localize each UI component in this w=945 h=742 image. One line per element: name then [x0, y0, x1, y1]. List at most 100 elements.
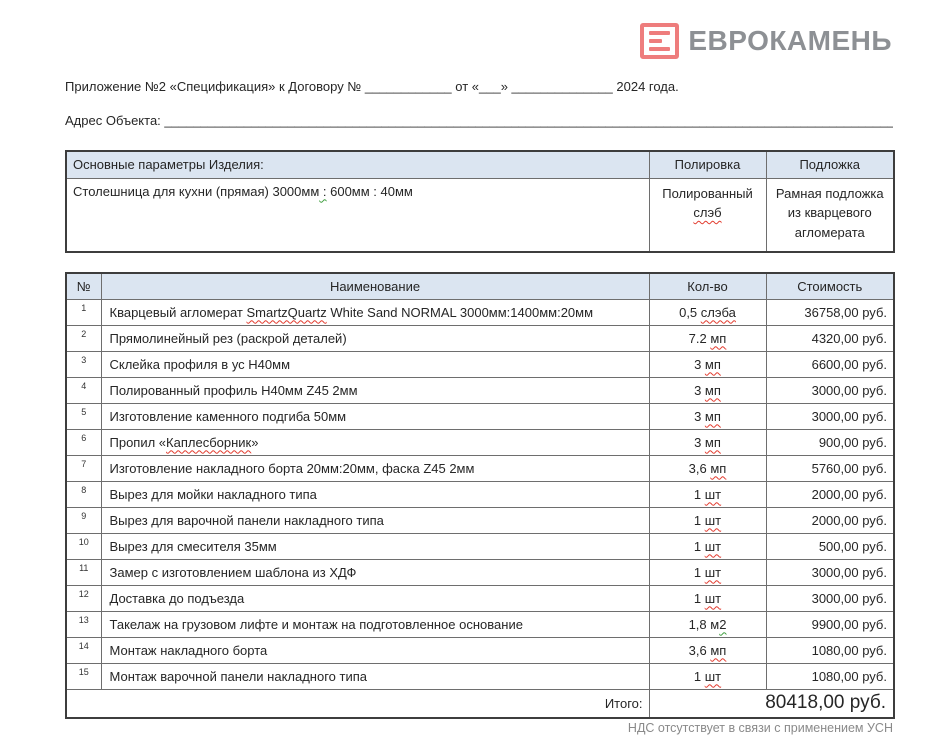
total-value-cell: 80418,00 руб.	[648, 688, 895, 719]
text-segment: 1	[693, 564, 705, 580]
table-row: 8 Вырез для мойки накладного типа 1 шт 2000…	[65, 480, 895, 508]
item-number-cell: 1	[65, 298, 102, 326]
item-quantity-cell: 1 шт	[648, 532, 767, 560]
item-number-cell: 14	[65, 636, 102, 664]
spellcheck-marked-text: Каплесборник	[166, 434, 252, 450]
items-cost-table: № Наименование Кол-во Стоимость 1 Кварцев…	[65, 272, 895, 719]
product-row: Столешница для кухни (прямая) 3000мм : 6…	[65, 177, 895, 253]
spellcheck-marked-text: мп	[704, 408, 721, 424]
table-row: 1 Кварцевый агломерат SmartzQuartz White …	[65, 298, 895, 326]
item-quantity-cell: 1 шт	[648, 558, 767, 586]
item-number-cell: 7	[65, 454, 102, 482]
item-number-cell: 2	[65, 324, 102, 352]
text-segment: Изготовление накладного борта 20мм:20мм,…	[109, 460, 475, 476]
text-segment: 3	[694, 356, 705, 372]
item-number-cell: 6	[65, 428, 102, 456]
item-name-cell: Вырез для мойки накладного типа	[100, 480, 650, 508]
address-label: Адрес Объекта:	[65, 113, 165, 128]
spellcheck-marked-text: шт	[704, 512, 722, 528]
item-cost-cell: 2000,00 руб.	[765, 480, 895, 508]
item-cost-cell: 900,00 руб.	[765, 428, 895, 456]
item-name-cell: Замер с изготовлением шаблона из ХДФ	[100, 558, 650, 586]
item-quantity-cell: 3 мп	[648, 376, 767, 404]
table-row: 12 Доставка до подъезда 1 шт 3000,00 руб.	[65, 584, 895, 612]
logo-bar	[649, 39, 662, 43]
text-segment: 1	[693, 512, 705, 528]
object-address-line: Адрес Объекта: _________________________…	[65, 113, 893, 128]
spellcheck-marked-text: 2	[719, 616, 727, 632]
vat-footnote: НДС отсутствует в связи с применением УС…	[627, 721, 893, 735]
item-quantity-cell: 1 шт	[648, 584, 767, 612]
item-quantity-cell: 3 мп	[648, 428, 767, 456]
item-quantity-cell: 1 шт	[648, 506, 767, 534]
product-backing-cell: Рамная подложка из кварцевого агломерата	[765, 177, 895, 253]
col-header-cost: Стоимость	[765, 272, 895, 300]
backing-header-cell: Подложка	[765, 150, 895, 179]
text-segment: Изготовление каменного подгиба 50мм	[109, 408, 347, 424]
item-quantity-cell: 3 мп	[648, 402, 767, 430]
col-header-name: Наименование	[100, 272, 650, 300]
text-segment: Кварцевый агломерат	[109, 304, 247, 320]
spellcheck-marked-text: мп	[710, 460, 727, 476]
item-name-cell: Вырез для смесителя 35мм	[100, 532, 650, 560]
text-segment: 0,5	[679, 304, 701, 320]
product-table-header-row: Основные параметры Изделия: Полировка По…	[65, 150, 895, 179]
text-segment: Доставка до подъезда	[109, 590, 245, 606]
item-name-cell: Доставка до подъезда	[100, 584, 650, 612]
item-cost-cell: 9900,00 руб.	[765, 610, 895, 638]
spellcheck-marked-text: :	[319, 183, 327, 199]
item-number-cell: 5	[65, 402, 102, 430]
text-segment: Монтаж варочной панели накладного типа	[109, 668, 368, 684]
item-cost-cell: 36758,00 руб.	[765, 298, 895, 326]
text-segment: Прямолинейный рез (раскрой деталей)	[109, 330, 347, 346]
text-segment: Склейка профиля в ус Н40мм	[109, 356, 291, 372]
item-number-cell: 3	[65, 350, 102, 378]
spellcheck-marked-text: SmartzQuartz	[246, 304, 327, 320]
text-segment: 3,6	[688, 460, 711, 476]
item-cost-cell: 6600,00 руб.	[765, 350, 895, 378]
logo-bar	[649, 47, 671, 51]
items-table-header-row: № Наименование Кол-во Стоимость	[65, 272, 895, 300]
item-number-cell: 11	[65, 558, 102, 586]
logo-bar	[649, 31, 671, 35]
item-cost-cell: 5760,00 руб.	[765, 454, 895, 482]
text-segment: Замер с изготовлением шаблона из ХДФ	[109, 564, 357, 580]
item-name-cell: Пропил «Каплесборник»	[100, 428, 650, 456]
text-segment: Вырез для варочной панели накладного тип…	[109, 512, 384, 528]
spellcheck-marked-text: мп	[704, 434, 721, 450]
spellcheck-marked-text: мп	[710, 642, 727, 658]
polish-header-cell: Полировка	[648, 150, 767, 179]
table-row: 14 Монтаж накладного борта 3,6 мп 1080,00 р…	[65, 636, 895, 664]
spellcheck-marked-text: мп	[704, 382, 721, 398]
item-name-cell: Склейка профиля в ус Н40мм	[100, 350, 650, 378]
spellcheck-marked-text: шт	[704, 590, 722, 606]
item-number-cell: 13	[65, 610, 102, 638]
item-cost-cell: 3000,00 руб.	[765, 558, 895, 586]
item-cost-cell: 1080,00 руб.	[765, 636, 895, 664]
table-row: 6 Пропил «Каплесборник» 3 мп 900,00 руб.	[65, 428, 895, 456]
product-parameters-table: Основные параметры Изделия: Полировка По…	[65, 150, 895, 253]
item-cost-cell: 1080,00 руб.	[765, 662, 895, 690]
text-segment: 3	[694, 434, 705, 450]
item-number-cell: 8	[65, 480, 102, 508]
item-name-cell: Прямолинейный рез (раскрой деталей)	[100, 324, 650, 352]
company-logo: ЕВРОКАМЕНЬ	[640, 23, 892, 59]
item-number-cell: 4	[65, 376, 102, 404]
text-segment: 1	[693, 538, 705, 554]
table-row: 15 Монтаж варочной панели накладного типа…	[65, 662, 895, 690]
item-name-cell: Изготовление накладного борта 20мм:20мм,…	[100, 454, 650, 482]
text-segment: 3	[694, 408, 705, 424]
table-row: 3 Склейка профиля в ус Н40мм 3 мп 6600,00 р…	[65, 350, 895, 378]
text-segment: Монтаж накладного борта	[109, 642, 268, 658]
item-cost-cell: 2000,00 руб.	[765, 506, 895, 534]
text-segment: 7.2	[688, 330, 711, 346]
item-name-cell: Монтаж варочной панели накладного типа	[100, 662, 650, 690]
item-cost-cell: 500,00 руб.	[765, 532, 895, 560]
spellcheck-marked-text: шт	[704, 486, 722, 502]
text-segment: 1,8 м	[688, 616, 720, 632]
table-row: 2 Прямолинейный рез (раскрой деталей) 7.2 …	[65, 324, 895, 352]
item-name-cell: Изготовление каменного подгиба 50мм	[100, 402, 650, 430]
spellcheck-marked-text: мп	[710, 330, 727, 346]
item-name-cell: Монтаж накладного борта	[100, 636, 650, 664]
text-segment: Вырез для смесителя 35мм	[109, 538, 277, 554]
